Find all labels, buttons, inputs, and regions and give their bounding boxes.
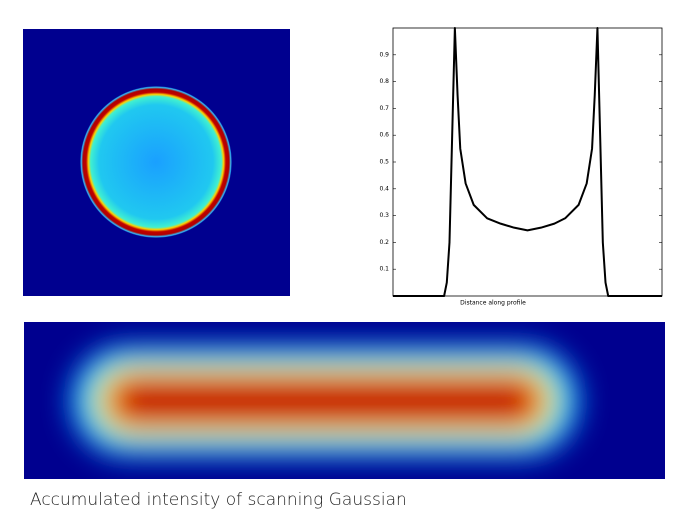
y-tick-label: 0.4 (379, 185, 389, 192)
y-tick-label: 0.7 (379, 105, 389, 112)
stripe-image (24, 322, 665, 479)
circle-image (23, 29, 290, 296)
profile-plot (392, 27, 663, 297)
y-tick-label: 0.9 (379, 51, 389, 58)
y-tick-label: 0.1 (379, 266, 389, 273)
profile-line (393, 27, 662, 297)
y-tick-label: 0.2 (379, 239, 389, 246)
y-tick-label: 0.5 (379, 159, 389, 166)
y-tick-label: 0.3 (379, 212, 389, 219)
y-tick-label: 0.8 (379, 78, 389, 85)
y-tick-label: 0.6 (379, 132, 389, 139)
caption: Accumulated intensity of scanning Gaussi… (30, 490, 407, 510)
x-axis-label: Distance along profile (460, 300, 526, 307)
plot-frame (392, 27, 663, 297)
